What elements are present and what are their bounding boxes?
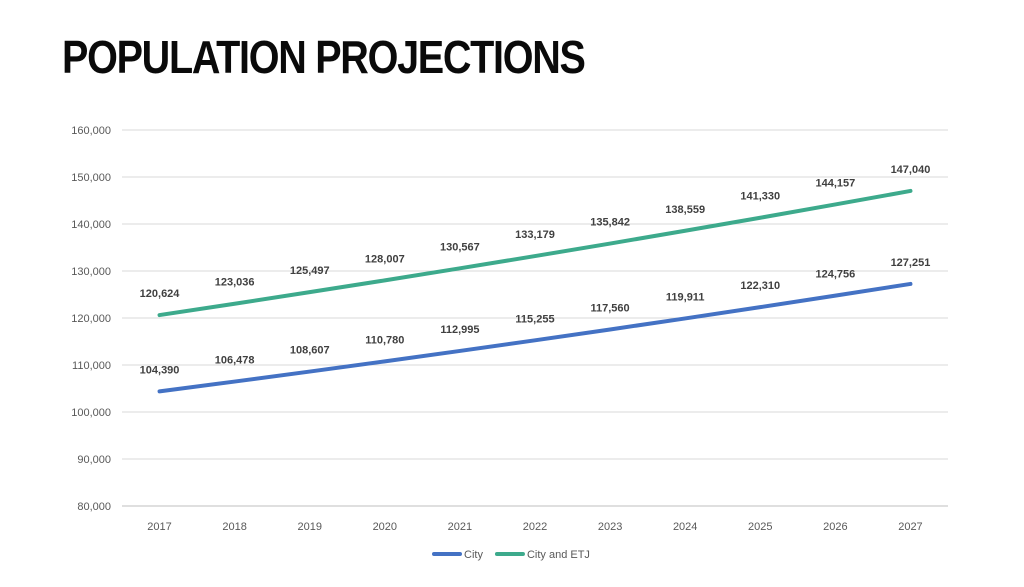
data-label: 141,330: [740, 191, 780, 203]
y-tick-label: 160,000: [71, 125, 111, 137]
legend-label: City: [464, 549, 483, 561]
data-label: 119,911: [666, 291, 705, 303]
data-label: 120,624: [140, 288, 181, 300]
data-label: 130,567: [440, 241, 480, 253]
series-line-city-and-etj: [157, 188, 913, 318]
data-label: 124,756: [815, 269, 855, 281]
y-axis-ticks: 80,000 90,000 100,000 110,000 120,000 130,000…: [71, 125, 111, 513]
legend: City City and ETJ: [432, 549, 590, 561]
x-tick-label: 2023: [598, 521, 622, 533]
x-tick-label: 2024: [673, 521, 697, 533]
data-label: 122,310: [740, 280, 780, 292]
x-tick-label: 2019: [297, 521, 321, 533]
data-label: 128,007: [365, 253, 405, 265]
data-label: 138,559: [665, 204, 705, 216]
y-tick-label: 80,000: [77, 501, 111, 513]
y-tick-label: 90,000: [77, 454, 111, 466]
data-label: 117,560: [591, 302, 630, 314]
y-tick-label: 100,000: [71, 407, 111, 419]
y-tick-label: 120,000: [71, 313, 111, 325]
x-tick-label: 2020: [373, 521, 397, 533]
x-tick-label: 2017: [147, 521, 171, 533]
gridlines: [122, 129, 948, 507]
slide-title: POPULATION PROJECTIONS: [62, 31, 586, 83]
data-label: 104,390: [140, 364, 180, 376]
x-tick-label: 2027: [898, 521, 922, 533]
data-label: 133,179: [515, 229, 555, 241]
legend-label: City and ETJ: [527, 549, 590, 561]
series-lines: [157, 188, 913, 394]
x-tick-label: 2018: [222, 521, 246, 533]
data-label: 127,251: [891, 257, 931, 269]
y-tick-label: 110,000: [72, 360, 111, 372]
y-tick-label: 140,000: [71, 219, 111, 231]
data-label: 106,478: [215, 355, 255, 367]
data-labels: 104,390 106,478 108,607 110,780 112,995 115,2…: [140, 164, 931, 376]
x-tick-label: 2026: [823, 521, 847, 533]
y-tick-label: 130,000: [71, 266, 111, 278]
x-axis-ticks: 2017 2018 2019 2020 2021 2022 2023 2024 2025 2026…: [147, 521, 922, 533]
x-tick-label: 2025: [748, 521, 772, 533]
data-label: 144,157: [815, 177, 855, 189]
data-label: 147,040: [891, 164, 931, 176]
data-label: 108,607: [290, 345, 330, 357]
data-label: 115,255: [515, 313, 554, 325]
data-label: 112,995: [440, 324, 479, 336]
series-line-city: [157, 281, 913, 394]
data-label: 135,842: [590, 217, 630, 229]
data-label: 125,497: [290, 265, 330, 277]
x-tick-label: 2022: [523, 521, 547, 533]
data-label: 123,036: [215, 277, 255, 289]
data-label: 110,780: [365, 334, 404, 346]
y-tick-label: 150,000: [71, 172, 111, 184]
x-tick-label: 2021: [448, 521, 472, 533]
